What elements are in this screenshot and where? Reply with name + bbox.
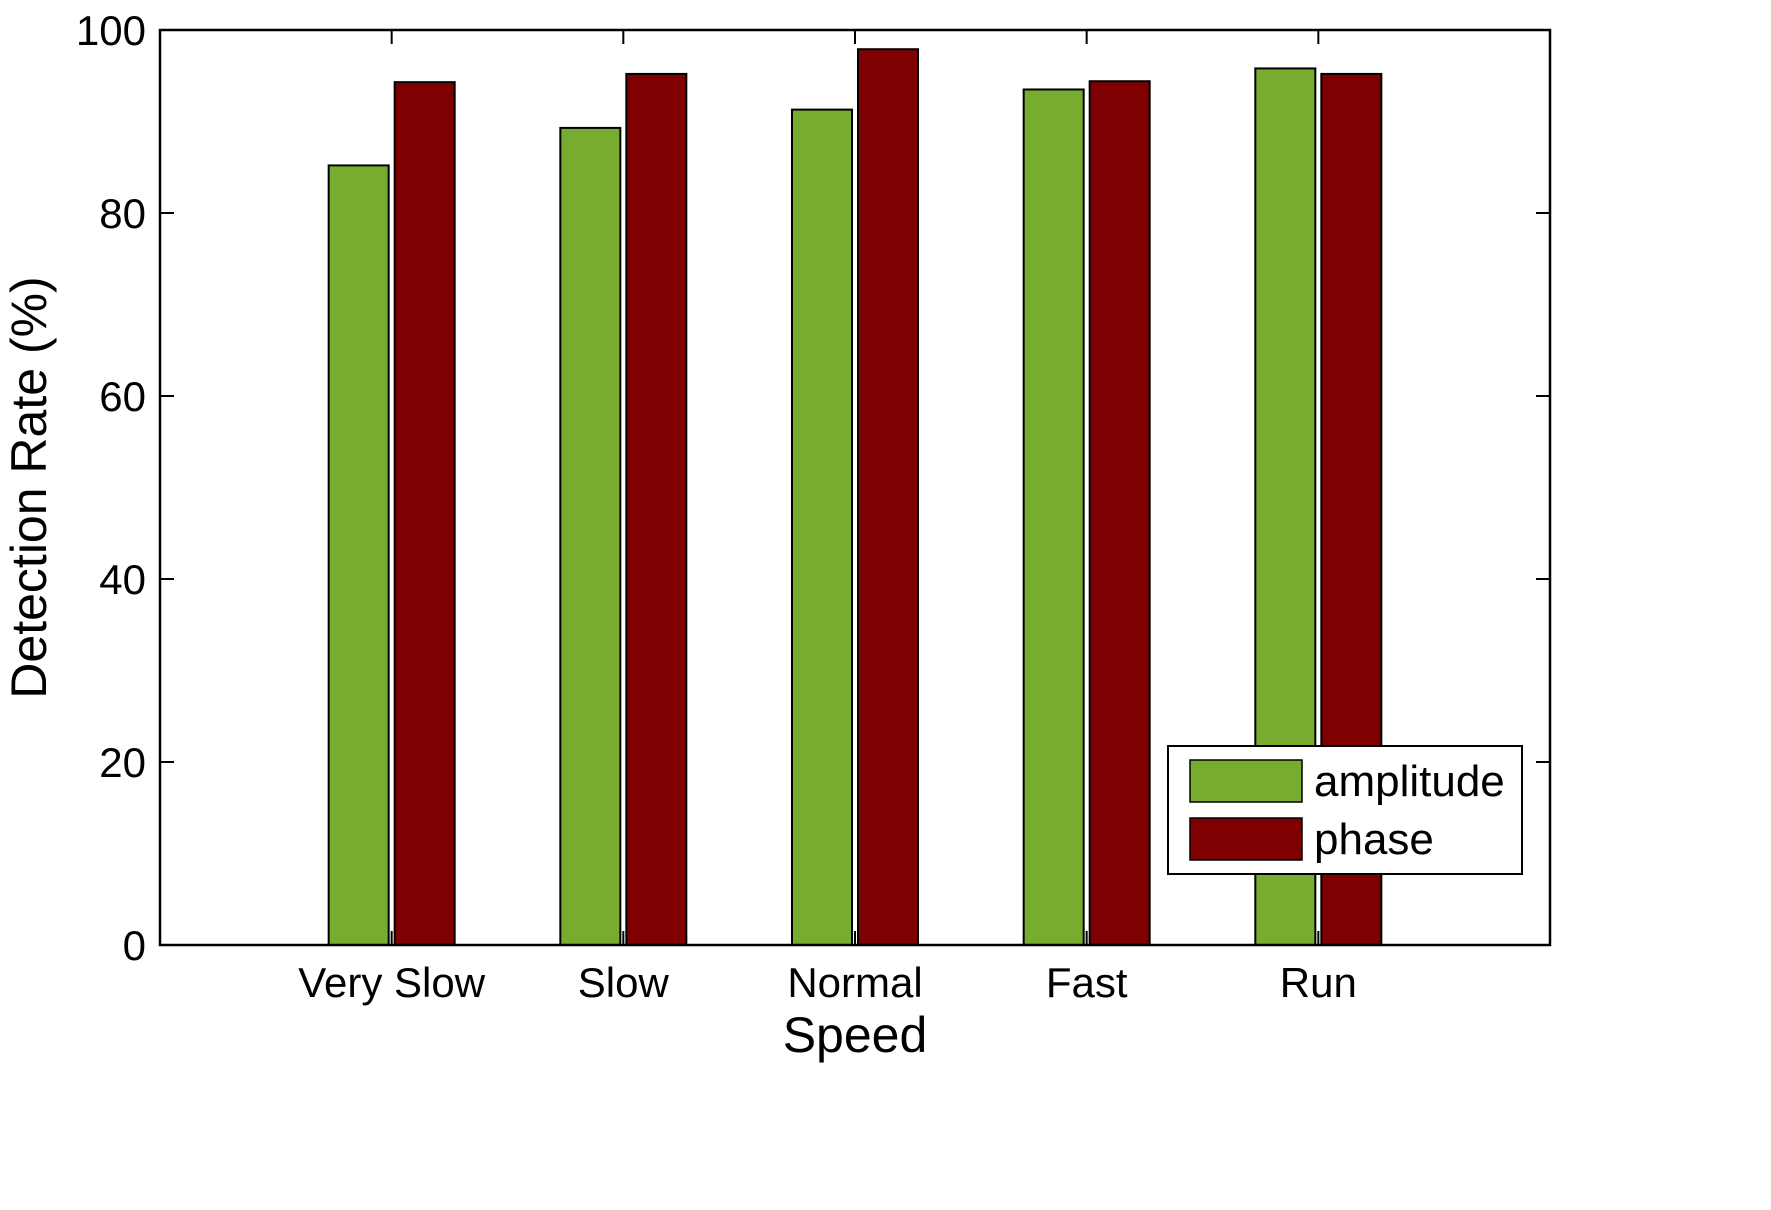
legend-label-amplitude: amplitude <box>1314 757 1505 806</box>
bar-amplitude-fast <box>1022 88 1085 947</box>
bar-phase-slow <box>625 72 688 947</box>
x-tick-label-fast: Fast <box>1046 959 1128 1006</box>
tick-labels-group: 0 20 40 60 80 100 Very Slow Slow Normal Fast Run <box>76 7 1357 1006</box>
y-tick-label-0: 0 <box>123 922 146 969</box>
bar-amplitude-normal <box>791 108 853 947</box>
legend: amplitude phase <box>1167 745 1523 875</box>
legend-label-phase: phase <box>1314 815 1434 864</box>
y-tick-label-40: 40 <box>99 556 146 603</box>
bar-phase-very-slow <box>393 81 456 946</box>
x-axis-label: Speed <box>783 1007 928 1063</box>
y-axis-label: Detection Rate (%) <box>1 276 57 698</box>
x-tick-label-very-slow: Very Slow <box>298 959 485 1006</box>
x-tick-label-slow: Slow <box>578 959 670 1006</box>
legend-swatch-phase <box>1189 817 1303 861</box>
y-tick-label-80: 80 <box>99 190 146 237</box>
y-tick-label-20: 20 <box>99 739 146 786</box>
bar-amplitude-slow <box>559 126 622 946</box>
ticks-group <box>160 29 1550 946</box>
bar-phase-normal <box>857 48 919 946</box>
bar-amplitude-very-slow <box>327 164 390 947</box>
legend-swatch-amplitude <box>1189 759 1303 803</box>
x-tick-label-normal: Normal <box>787 959 922 1006</box>
y-tick-label-60: 60 <box>99 373 146 420</box>
y-tick-label-100: 100 <box>76 7 146 54</box>
bar-phase-fast <box>1088 80 1151 947</box>
x-tick-label-run: Run <box>1280 959 1357 1006</box>
bars-group <box>327 48 1383 947</box>
